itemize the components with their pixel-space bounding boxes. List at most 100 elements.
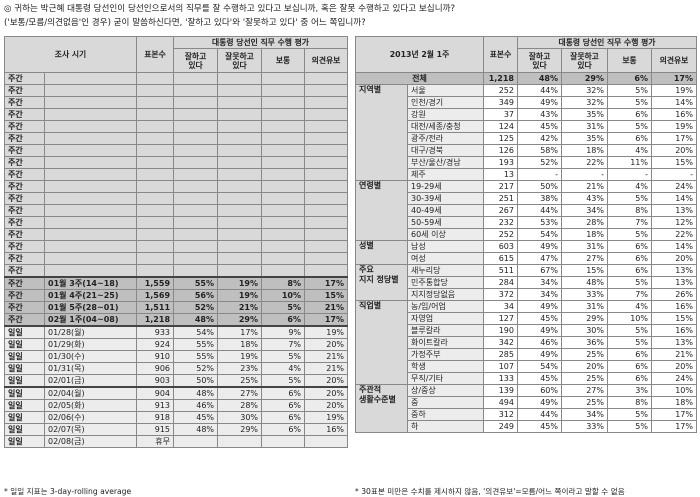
empty-cell — [217, 240, 263, 253]
sample-size: 312 — [483, 408, 518, 421]
row-label: 중하 — [407, 408, 484, 421]
reserved-pct: 16% — [651, 324, 697, 337]
table-row: 하 249 45% 33% 5% 17% — [356, 420, 697, 433]
row-type: 일일 — [4, 411, 45, 424]
average-pct — [261, 435, 306, 448]
bad-pct: 27% — [561, 252, 608, 265]
average-pct: 5% — [607, 324, 652, 337]
reserved-pct: 15% — [304, 289, 349, 302]
good-pct: 52% — [173, 301, 219, 314]
reserved-pct: 20% — [304, 386, 349, 400]
good-pct: 60% — [517, 384, 562, 397]
empty-cell — [217, 216, 263, 229]
average-pct: 5% — [607, 120, 652, 133]
good-pct: 52% — [517, 156, 562, 169]
row-label: 30-39세 — [407, 192, 484, 205]
sample-size: 267 — [483, 204, 518, 217]
empty-cell — [136, 192, 175, 205]
bad-pct: 25% — [561, 348, 608, 361]
bad-pct: 23% — [217, 362, 263, 375]
bad-pct: 29% — [561, 312, 608, 325]
table-row: 주간 — [4, 192, 349, 205]
table-row: 대구/경북 126 58% 18% 4% 20% — [356, 144, 697, 157]
table-row: 일일 02/06(수) 918 45% 30% 6% 19% — [4, 411, 349, 424]
empty-cell — [136, 204, 175, 217]
good-pct: 45% — [517, 120, 562, 133]
reserved-pct: 19% — [304, 411, 349, 424]
empty-cell — [261, 108, 306, 121]
average-pct: 11% — [607, 156, 652, 169]
empty-cell — [43, 252, 138, 265]
row-label: 화이트칼라 — [407, 336, 484, 349]
table-row: 주요 지지 정당별 새누리당 511 67% 15% 6% 13% — [355, 264, 697, 301]
bad-pct: 25% — [561, 396, 608, 409]
row-label: 부산/울산/경남 — [407, 156, 484, 169]
col-reserved: 의견유보 — [304, 48, 349, 73]
bad-pct: 31% — [561, 240, 608, 253]
sample-size: 37 — [483, 108, 518, 121]
good-pct: 48% — [173, 423, 219, 436]
sample-size: 349 — [483, 96, 518, 109]
average-pct: 4% — [607, 180, 652, 193]
bad-pct — [217, 435, 263, 448]
empty-cell — [261, 180, 306, 193]
row-type: 주간 — [4, 264, 45, 278]
row-period: 01/31(목) — [43, 362, 138, 375]
empty-cell — [261, 120, 306, 133]
empty-cell — [136, 120, 175, 133]
empty-cell — [173, 228, 219, 241]
empty-cell — [136, 180, 175, 193]
table-row: 일일 01/31(목) 906 52% 23% 4% 21% — [4, 362, 349, 375]
reserved-pct: 13% — [651, 336, 697, 349]
good-pct: 48% — [517, 72, 562, 85]
col-bad: 잘못하고 있다 — [217, 48, 263, 73]
table-row: 제주 13- - - - — [356, 168, 697, 181]
bad-pct: 29% — [561, 72, 608, 85]
empty-cell — [173, 108, 219, 121]
row-label: 상/중상 — [407, 384, 484, 397]
average-pct: 7% — [261, 338, 306, 351]
empty-cell — [304, 108, 349, 121]
row-label: 지지정당없음 — [407, 288, 484, 301]
row-type: 주간 — [4, 120, 45, 133]
reserved-pct: 14% — [651, 192, 697, 205]
row-type: 일일 — [4, 423, 45, 436]
bad-pct: 21% — [217, 301, 263, 314]
row-label: 자영업 — [407, 312, 484, 325]
row-type: 주간 — [4, 108, 45, 121]
row-period: 01월 5주(28~01) — [43, 301, 138, 314]
table-row: 50-59세 232 53% 28% 7% 12% — [356, 216, 697, 229]
row-period: 01월 4주(21~25) — [43, 289, 138, 302]
empty-cell — [173, 180, 219, 193]
table-row: 광주/전라 125 42% 35% 6% 17% — [356, 132, 697, 145]
table-row: 일일 02/01(금) 903 50% 25% 5% 20% — [4, 374, 349, 388]
bad-pct: 48% — [561, 276, 608, 289]
average-pct: 6% — [607, 360, 652, 373]
table-row: 인천/경기 349 49% 32% 5% 14% — [356, 96, 697, 109]
sample-size: 127 — [483, 312, 518, 325]
row-label: 19-29세 — [407, 180, 484, 193]
sample-size: 1,559 — [136, 276, 175, 290]
row-type: 주간 — [4, 301, 45, 314]
bad-pct: 27% — [217, 386, 263, 400]
table-row: 지지정당없음 372 34% 33% 7% 26% — [356, 288, 697, 301]
row-label: 남성 — [407, 240, 484, 253]
average-pct: 5% — [607, 96, 652, 109]
bad-pct: 36% — [561, 336, 608, 349]
empty-cell — [304, 240, 349, 253]
empty-cell — [261, 240, 306, 253]
row-period: 02/04(월) — [43, 386, 138, 400]
col-bad: 잘못하고 있다 — [561, 48, 608, 73]
good-pct: - — [517, 168, 562, 181]
average-pct: 5% — [261, 301, 306, 314]
sample-size: 251 — [483, 192, 518, 205]
row-period: 01/28(월) — [43, 325, 138, 339]
col-average: 보통 — [607, 48, 652, 73]
header-sample: 표본수 — [136, 36, 175, 73]
row-label: 강원 — [407, 108, 484, 121]
good-pct: 44% — [517, 408, 562, 421]
good-pct: 34% — [517, 276, 562, 289]
table-row: 주간 — [4, 264, 349, 278]
empty-cell — [304, 192, 349, 205]
question-line-2: ('보통/모름/의견없음'인 경우) 굳이 말씀하신다면, '잘하고 있다'와 … — [4, 18, 366, 28]
